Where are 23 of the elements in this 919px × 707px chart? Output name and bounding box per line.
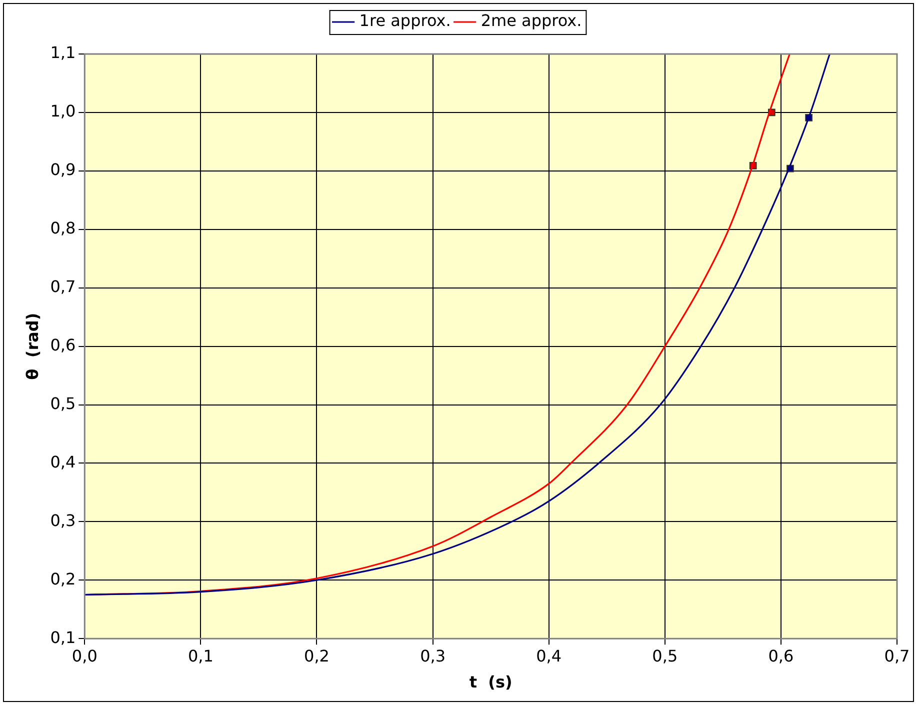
y-tick-label: 0,6 [50, 335, 76, 354]
y-axis-title: θ (rad) [22, 312, 42, 380]
y-tick-label: 1,1 [50, 43, 76, 62]
x-tick-label: 0,7 [884, 646, 910, 666]
x-tick-label: 0,4 [536, 646, 562, 666]
x-tick-label: 0,0 [72, 646, 98, 666]
x-tick-label: 0,5 [652, 646, 678, 666]
legend-label: 2me approx. [480, 11, 582, 30]
x-tick-label: 0,3 [420, 646, 446, 666]
x-axis-title: t (s) [469, 672, 512, 692]
y-tick-label: 0,5 [50, 394, 76, 413]
legend-label: 1re approx. [359, 11, 451, 30]
y-tick-label: 1,0 [50, 102, 76, 121]
y-tick-label: 0,2 [50, 569, 76, 588]
x-tick-label: 0,2 [304, 646, 330, 666]
y-tick-label: 0,8 [50, 218, 76, 238]
y-tick-label: 0,3 [50, 510, 76, 530]
x-tick-label: 0,6 [768, 646, 794, 666]
y-tick-label: 0,7 [50, 276, 76, 296]
y-tick-label: 0,9 [50, 160, 76, 180]
y-tick-label: 0,4 [50, 452, 76, 472]
x-tick-label: 0,1 [188, 646, 214, 666]
y-tick-label: 0,1 [50, 628, 76, 647]
